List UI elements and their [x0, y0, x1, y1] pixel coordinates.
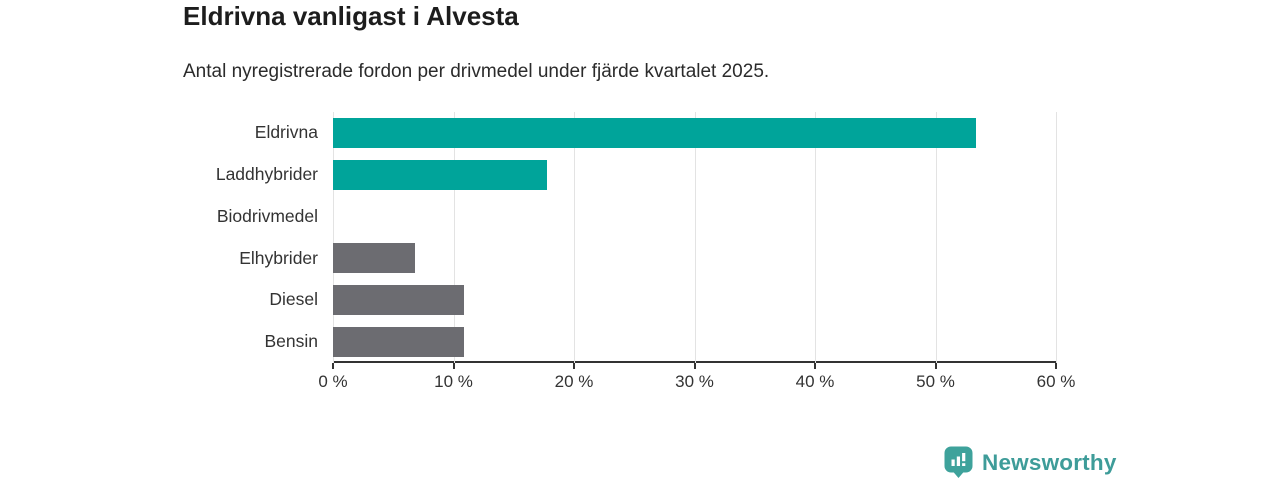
x-axis-tick-label: 0 %: [318, 372, 348, 391]
x-axis-tick-40: [814, 363, 816, 369]
x-axis-tick-label: 10 %: [434, 372, 473, 391]
bar: [333, 243, 415, 274]
gridline-30: [694, 112, 696, 363]
x-axis-tick-50: [934, 363, 937, 369]
gridline-0: [333, 112, 334, 363]
gridline-20: [574, 112, 575, 363]
x-axis-tick-label: 40 %: [795, 372, 835, 391]
x-axis-tick-10: [452, 363, 455, 369]
x-axis-tick-label: 30 %: [675, 372, 714, 391]
x-axis-tick-30: [693, 363, 696, 369]
category-label: Eldrivna: [254, 122, 318, 142]
gridline-40: [815, 112, 816, 363]
category-label: Biodrivmedel: [216, 205, 318, 226]
chart-subtitle: Antal nyregistrerade fordon per drivmede…: [183, 61, 770, 82]
newsworthy-chart-pin-icon: [944, 446, 973, 478]
bar: [333, 117, 977, 148]
brand-name: Newsworthy: [982, 449, 1117, 475]
bar: [333, 327, 465, 358]
x-axis-tick-label: 20 %: [554, 372, 594, 391]
bar: [333, 159, 548, 190]
x-axis-tick-20: [573, 363, 575, 369]
x-axis-tick-0: [332, 363, 334, 369]
newsworthy-logo: Newsworthy: [944, 446, 1117, 479]
bar-chart-plot-area: 0 % 10 % 20 % 30 % 40 % 50 % 60 % Eldrivna Laddh…: [216, 112, 1075, 391]
x-axis-tick-label: 50 %: [916, 372, 955, 391]
category-label: Laddhybrider: [215, 163, 318, 184]
category-label: Diesel: [269, 289, 318, 310]
category-label: Elhybrider: [239, 247, 318, 268]
x-axis-tick-60: [1055, 363, 1057, 369]
category-label: Bensin: [264, 331, 318, 352]
gridline-60: [1056, 112, 1057, 363]
gridline-10: [453, 112, 455, 363]
chart-title: Eldrivna vanligast i Alvesta: [183, 1, 519, 31]
gridline-50: [935, 112, 937, 363]
x-axis-tick-label: 60 %: [1036, 372, 1076, 391]
bar: [333, 285, 465, 316]
